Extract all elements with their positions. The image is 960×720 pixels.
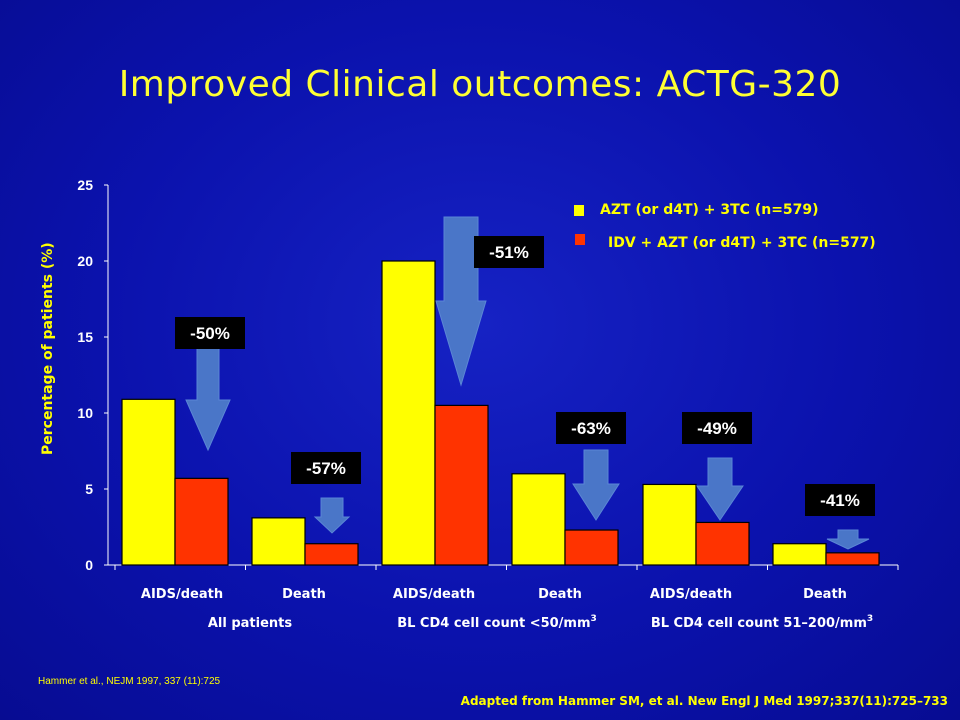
y-tick-label: 25 [77,177,93,193]
reduction-label: -57% [306,459,346,478]
bar-idv [304,543,359,566]
bar-control [511,473,566,566]
bar-control [251,517,306,566]
group-label: BL CD4 cell count 51–200/mm3 [651,614,873,631]
reduction-arrow [826,529,870,550]
reduction-box [682,412,752,444]
bar-control [381,260,436,566]
bar-idv [174,477,229,566]
category-label: Death [538,587,582,602]
y-tick-label: 10 [77,405,93,421]
group-label: All patients [208,616,293,631]
reduction-label: -63% [571,419,611,438]
category-label: Death [803,587,847,602]
y-tick-label: 15 [77,329,93,345]
bar-idv [564,529,619,566]
source-citation: Adapted from Hammer SM, et al. New Engl … [460,694,948,708]
reference-footnote: Hammer et al., NEJM 1997, 337 (11):725 [38,676,221,687]
category-label: AIDS/death [393,587,475,602]
legend-swatch-control [574,205,584,216]
reduction-box [805,484,875,516]
reduction-box [556,412,626,444]
bar-idv [695,521,750,566]
legend-label-idv: IDV + AZT (or d4T) + 3TC (n=577) [608,235,876,251]
legend-swatch-idv [575,234,585,245]
bar-control [772,543,827,566]
bar-idv [825,552,880,566]
reduction-label: -49% [697,419,737,438]
legend-label-control: AZT (or d4T) + 3TC (n=579) [600,202,819,218]
reduction-arrow [435,216,487,387]
bar-control [121,398,176,566]
reduction-box [474,236,544,268]
y-tick-label: 5 [85,481,93,497]
category-label: Death [282,587,326,602]
category-label: AIDS/death [141,587,223,602]
y-axis-label: Percentage of patients (%) [40,242,56,455]
reduction-arrow [313,497,351,534]
reduction-arrow [696,457,744,521]
reduction-label: -50% [190,324,230,343]
group-label: BL CD4 cell count <50/mm3 [397,614,597,631]
reduction-box [291,452,361,484]
reduction-label: -41% [820,491,860,510]
y-tick-label: 0 [85,557,93,573]
bar-control [642,483,697,566]
reduction-box [175,317,245,349]
reduction-label: -51% [489,243,529,262]
bar-idv [434,404,489,566]
reduction-arrow [572,449,620,521]
category-label: AIDS/death [650,587,732,602]
y-tick-label: 20 [77,253,93,269]
slide-title: Improved Clinical outcomes: ACTG-320 [118,64,842,105]
